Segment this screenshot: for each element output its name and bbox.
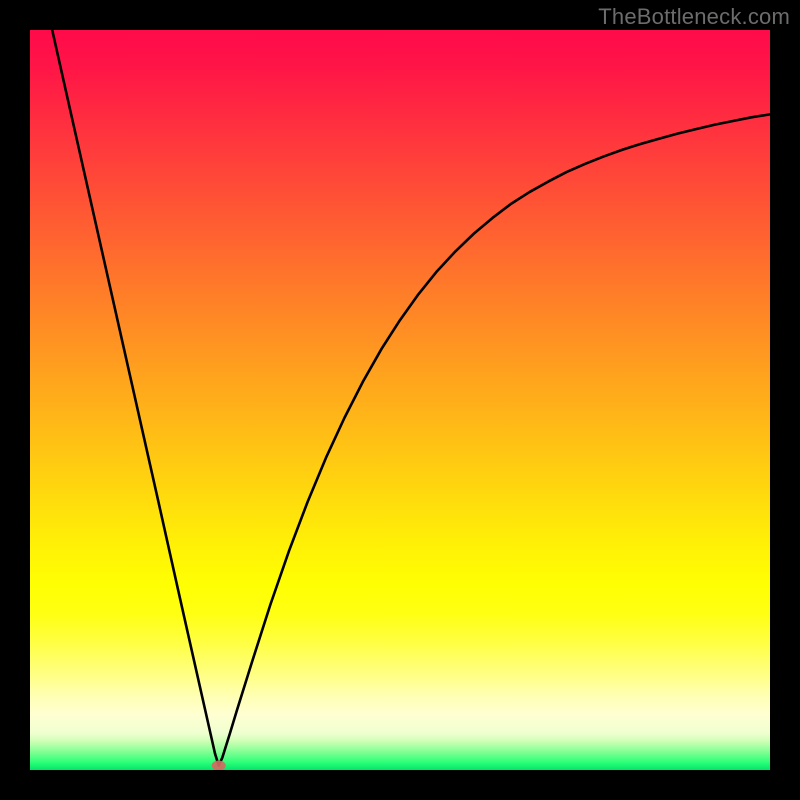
bottleneck-curve-chart xyxy=(30,30,770,770)
chart-stage: TheBottleneck.com xyxy=(0,0,800,800)
watermark-text: TheBottleneck.com xyxy=(598,4,790,30)
plot-background xyxy=(30,30,770,770)
